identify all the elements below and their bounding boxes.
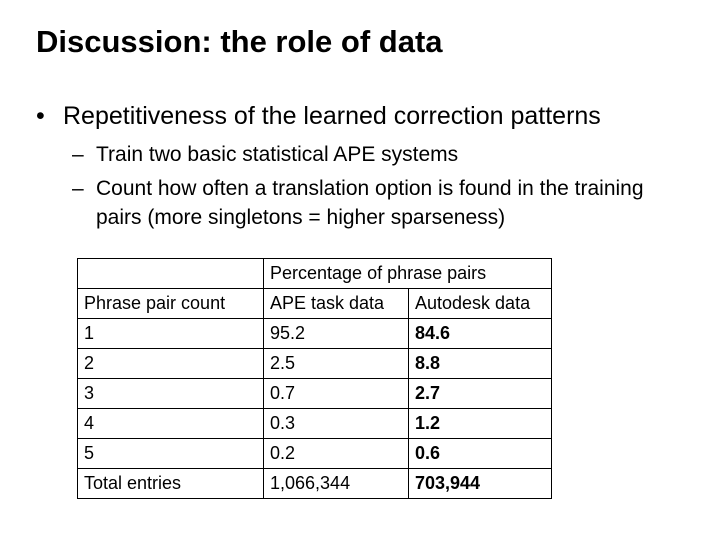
table-cell: 0.2: [263, 438, 409, 469]
table-cell: 1.2: [408, 408, 552, 439]
sub-bullet-marker: –: [72, 143, 84, 166]
table-header-row: Phrase pair count APE task data Autodesk…: [77, 288, 552, 319]
table-row: 5 0.2 0.6: [77, 438, 552, 469]
table-group-header-row: Percentage of phrase pairs: [77, 258, 552, 289]
sub-bullet-text: Train two basic statistical APE systems: [96, 143, 459, 166]
table-cell: 2.5: [263, 348, 409, 379]
table-row: 1 95.2 84.6: [77, 318, 552, 349]
table-row: 3 0.7 2.7: [77, 378, 552, 409]
sub-bullet-marker: –: [72, 177, 84, 200]
phrase-pair-table: Percentage of phrase pairs Phrase pair c…: [77, 258, 552, 499]
table-group-header: Percentage of phrase pairs: [263, 258, 552, 289]
bullet-level1: • Repetitiveness of the learned correctio…: [36, 99, 601, 133]
table-cell: 0.6: [408, 438, 552, 469]
table-cell: 8.8: [408, 348, 552, 379]
column-header: APE task data: [263, 288, 409, 319]
table-row: Total entries 1,066,344 703,944: [77, 468, 552, 499]
table-cell: 95.2: [263, 318, 409, 349]
table-cell: 1: [77, 318, 264, 349]
table-row: 2 2.5 8.8: [77, 348, 552, 379]
sub-bullet: – Train two basic statistical APE system…: [72, 140, 672, 169]
table-cell: 0.3: [263, 408, 409, 439]
table-cell: 3: [77, 378, 264, 409]
table-cell: 5: [77, 438, 264, 469]
table-cell: 2: [77, 348, 264, 379]
table-cell: Total entries: [77, 468, 264, 499]
table-cell: 2.7: [408, 378, 552, 409]
bullet-marker: •: [36, 102, 45, 130]
table-row: 4 0.3 1.2: [77, 408, 552, 439]
sub-bullet: – Count how often a translation option i…: [72, 174, 672, 232]
bullet-text: Repetitiveness of the learned correction…: [63, 102, 601, 130]
table-cell: 84.6: [408, 318, 552, 349]
slide-title: Discussion: the role of data: [36, 24, 443, 59]
table-cell: 1,066,344: [263, 468, 409, 499]
sub-bullet-text: Count how often a translation option is …: [96, 177, 644, 229]
column-header: Phrase pair count: [77, 288, 264, 319]
table-cell: 703,944: [408, 468, 552, 499]
table-cell: 0.7: [263, 378, 409, 409]
table-empty-cell: [77, 258, 264, 289]
column-header: Autodesk data: [408, 288, 552, 319]
table-cell: 4: [77, 408, 264, 439]
